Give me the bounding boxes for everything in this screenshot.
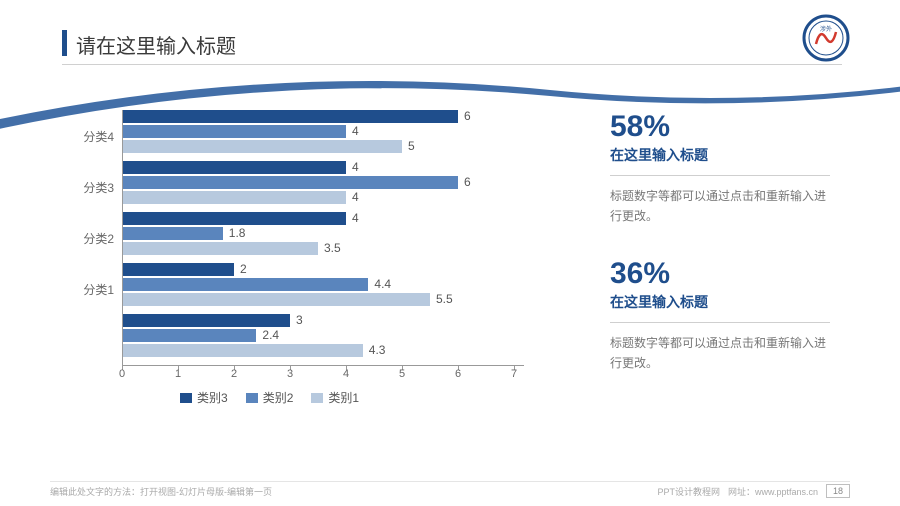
x-tick-label: 0 [119, 368, 125, 380]
page-number: 18 [826, 484, 850, 498]
stat-percentage[interactable]: 58% [610, 110, 880, 143]
x-tick-label: 2 [231, 368, 237, 380]
title-marker [62, 30, 67, 56]
footer-site-label: PPT设计教程网 [657, 485, 720, 498]
bar-fill [122, 278, 368, 291]
bar-fill [122, 344, 363, 357]
chart-legend: 类别3 类别2 类别1 [180, 389, 359, 406]
x-tick-label: 7 [511, 368, 517, 380]
legend-label: 类别2 [263, 389, 294, 406]
footer-site-url: 网址：www.pptfans.cn [728, 485, 818, 498]
content-area: 分类4 6 4 5 分类3 4 6 4 分类2 4 1.8 3.5 分类1 2 4.4 5.5 3 2.4 4.3 0… [0, 110, 900, 450]
stat-body-text[interactable]: 标题数字等都可以通过点击和重新输入进行更改。 [610, 186, 830, 227]
legend-item: 类别2 [246, 389, 294, 406]
bar-chart: 分类4 6 4 5 分类3 4 6 4 分类2 4 1.8 3.5 分类1 2 4.4 5.5 3 2.4 4.3 0… [60, 110, 590, 450]
bar-value-label: 5.5 [436, 292, 453, 306]
category-label: 分类2 [60, 230, 114, 247]
x-tick-label: 1 [175, 368, 181, 380]
x-tick-label: 6 [455, 368, 461, 380]
category-label: 分类1 [60, 281, 114, 298]
bar-value-label: 4 [352, 160, 359, 174]
bar-fill [122, 140, 402, 153]
bar-fill [122, 242, 318, 255]
bar-value-label: 4 [352, 211, 359, 225]
x-tick-label: 3 [287, 368, 293, 380]
stat-divider [610, 322, 830, 323]
title-underline [62, 64, 842, 65]
legend-label: 类别3 [197, 389, 228, 406]
bar-value-label: 1.8 [229, 226, 246, 240]
bar-fill [122, 191, 346, 204]
footer-left-text: 编辑此处文字的方法：打开视图-幻灯片母版-编辑第一页 [50, 485, 272, 498]
stat-title[interactable]: 在这里输入标题 [610, 292, 880, 312]
bar-fill [122, 110, 458, 123]
stats-column: 58%在这里输入标题标题数字等都可以通过点击和重新输入进行更改。36%在这里输入… [610, 110, 880, 450]
bar-value-label: 4 [352, 190, 359, 204]
stat-body-text[interactable]: 标题数字等都可以通过点击和重新输入进行更改。 [610, 333, 830, 374]
bar-value-label: 6 [464, 175, 471, 189]
bar-fill [122, 293, 430, 306]
bar-value-label: 3 [296, 313, 303, 327]
bar-fill [122, 176, 458, 189]
bar-fill [122, 227, 223, 240]
bar-fill [122, 212, 346, 225]
legend-label: 类别1 [328, 389, 359, 406]
stat-title[interactable]: 在这里输入标题 [610, 145, 880, 165]
bar-value-label: 5 [408, 139, 415, 153]
bar-fill [122, 329, 256, 342]
bar-value-label: 2 [240, 262, 247, 276]
bar-value-label: 2.4 [262, 328, 279, 342]
x-tick-label: 5 [399, 368, 405, 380]
page-title[interactable]: 请在这里输入标题 [76, 30, 236, 59]
bar-fill [122, 161, 346, 174]
bar-fill [122, 263, 234, 276]
x-tick-label: 4 [343, 368, 349, 380]
footer-divider [50, 481, 850, 482]
svg-text:涉外: 涉外 [820, 25, 832, 33]
x-axis [122, 365, 524, 366]
legend-item: 类别1 [311, 389, 359, 406]
stat-percentage[interactable]: 36% [610, 257, 880, 290]
logo-badge: 涉外 [802, 14, 850, 62]
legend-swatch [311, 393, 323, 403]
bar-fill [122, 125, 346, 138]
legend-item: 类别3 [180, 389, 228, 406]
bar-value-label: 4.4 [374, 277, 391, 291]
stat-block: 58%在这里输入标题标题数字等都可以通过点击和重新输入进行更改。 [610, 110, 880, 227]
legend-swatch [246, 393, 258, 403]
bar-value-label: 4 [352, 124, 359, 138]
bar-value-label: 4.3 [369, 343, 386, 357]
category-label: 分类3 [60, 179, 114, 196]
legend-swatch [180, 393, 192, 403]
footer: 编辑此处文字的方法：打开视图-幻灯片母版-编辑第一页 PPT设计教程网 网址：w… [50, 484, 850, 498]
stat-block: 36%在这里输入标题标题数字等都可以通过点击和重新输入进行更改。 [610, 257, 880, 374]
bar-fill [122, 314, 290, 327]
category-label: 分类4 [60, 128, 114, 145]
stat-divider [610, 175, 830, 176]
bar-value-label: 3.5 [324, 241, 341, 255]
y-axis [122, 110, 123, 365]
header: 请在这里输入标题 涉外 [0, 0, 900, 70]
bar-value-label: 6 [464, 109, 471, 123]
